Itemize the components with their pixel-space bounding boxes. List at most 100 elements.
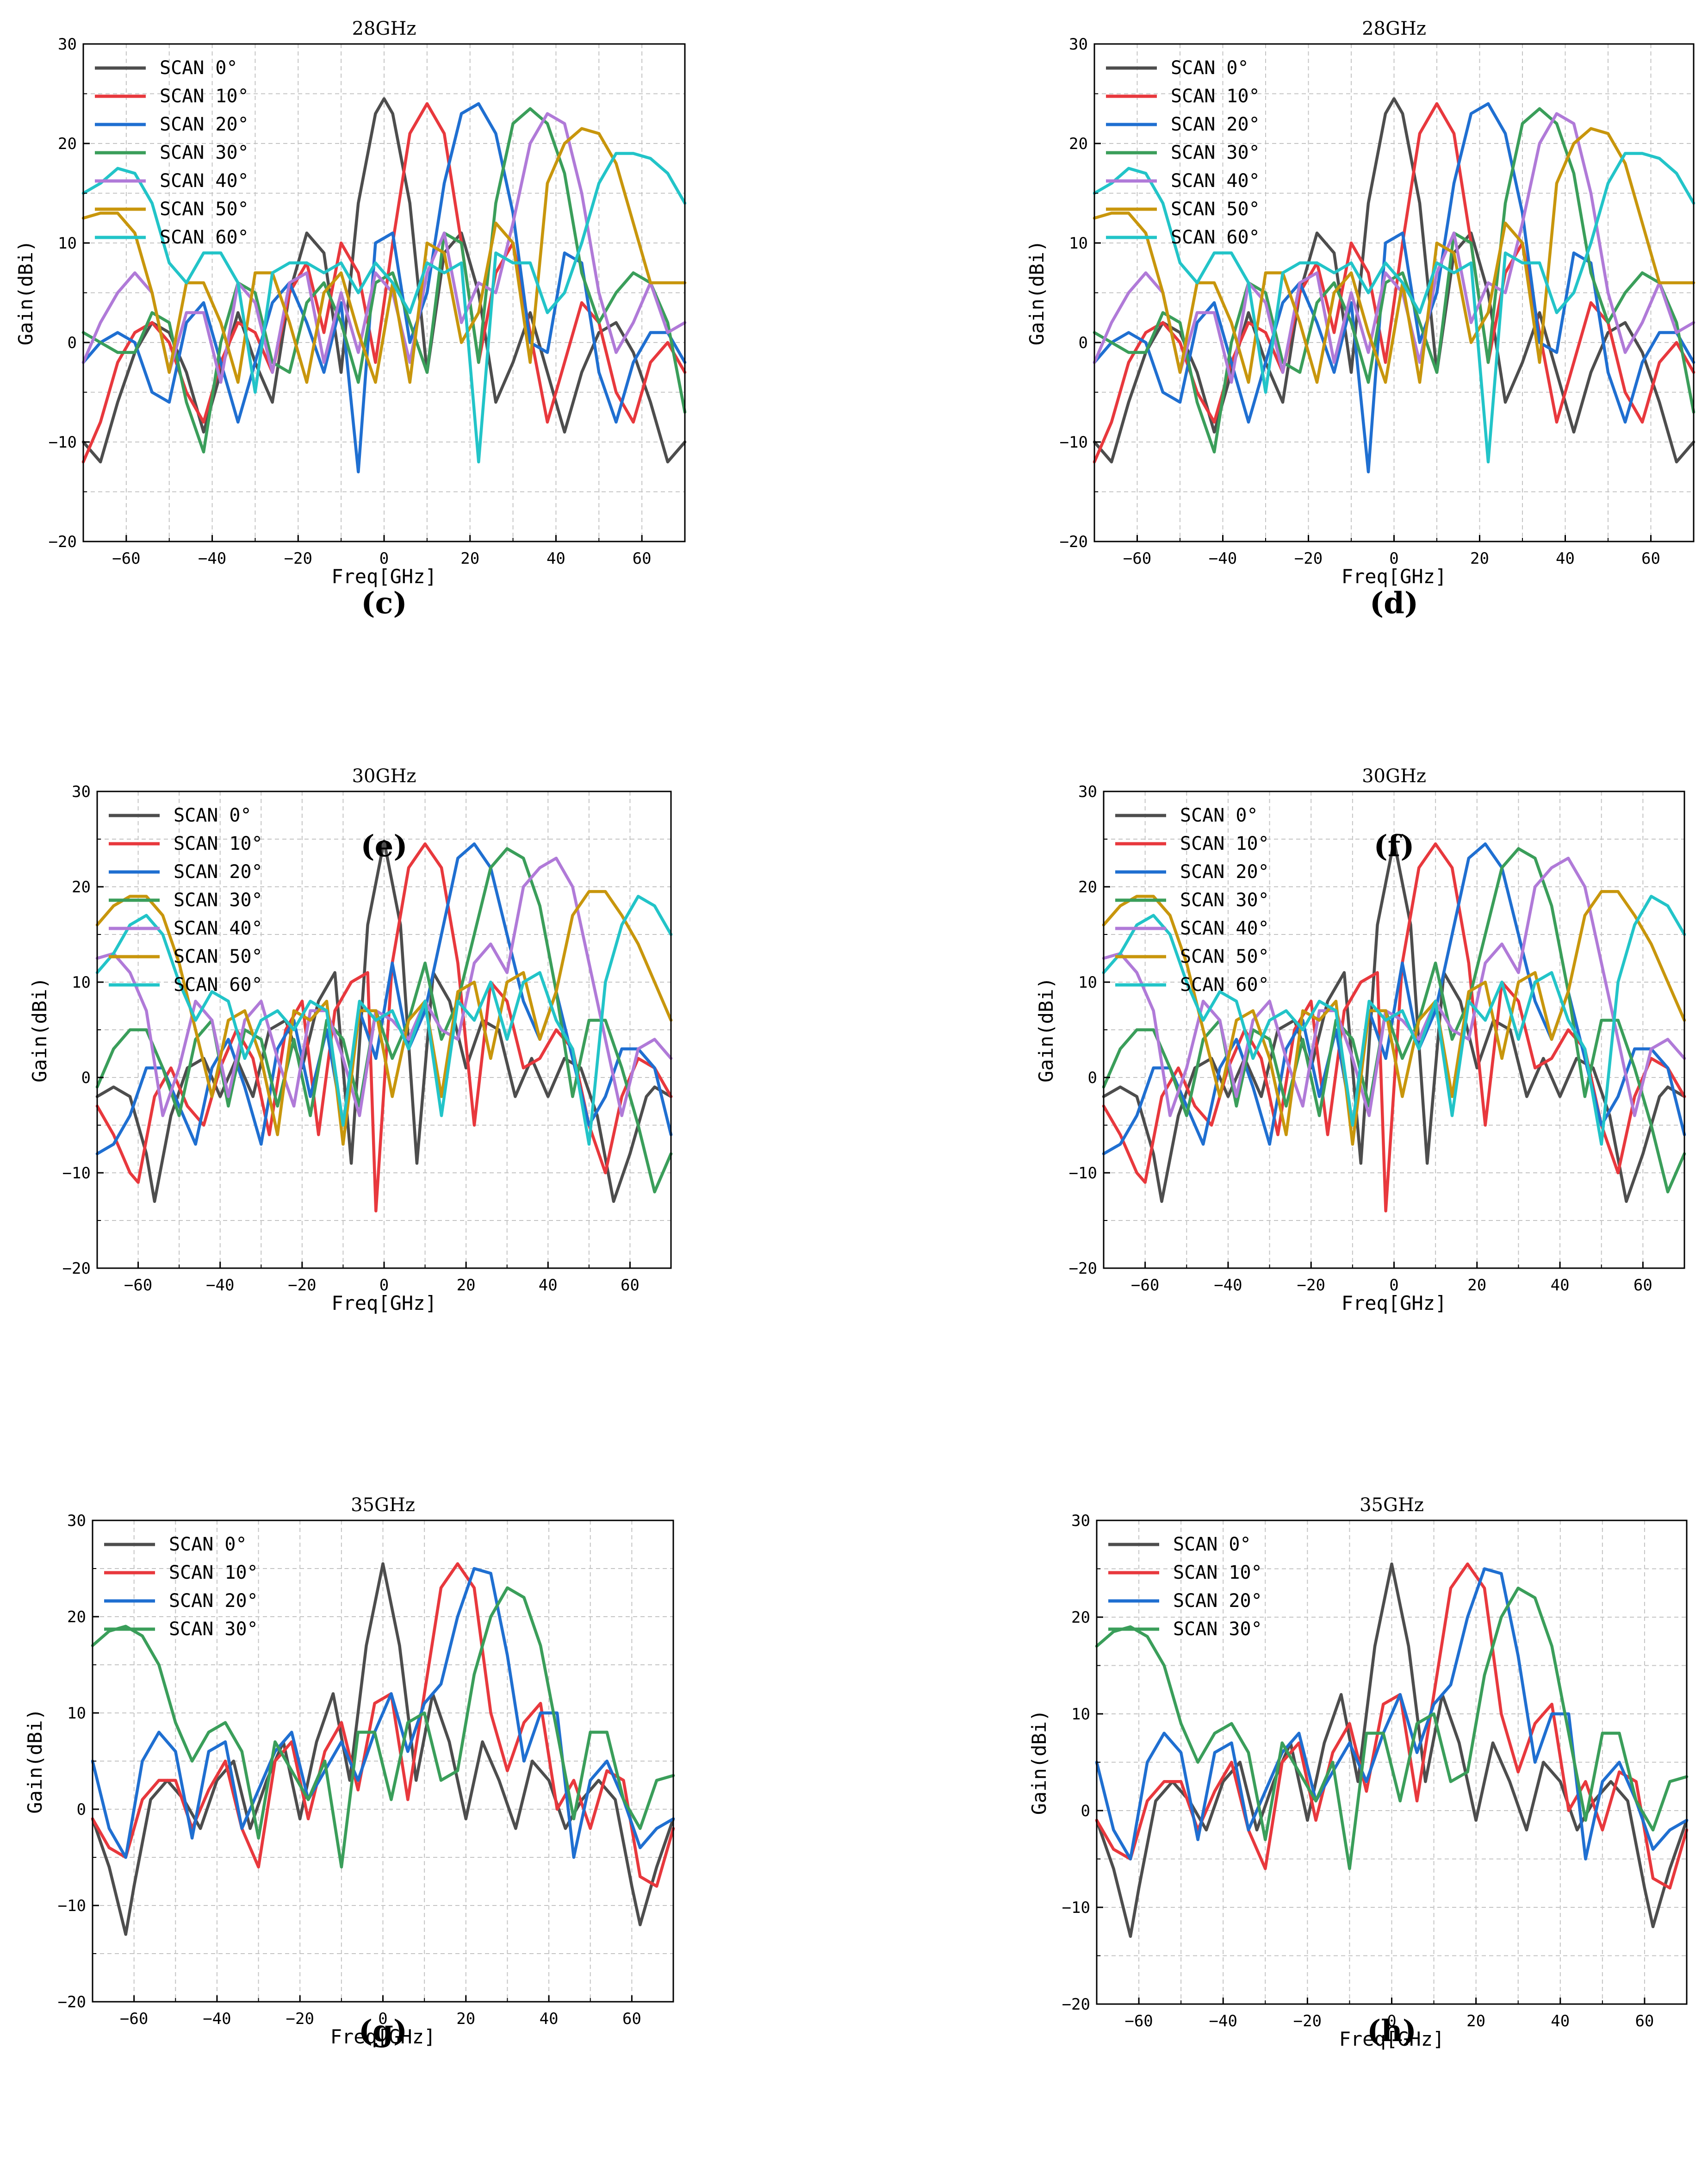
y-tick-label: −20 xyxy=(49,533,77,551)
x-tick-label: 60 xyxy=(621,1276,640,1295)
legend-label-scan-50: SCAN 50° xyxy=(1171,199,1260,220)
x-tick-label: 20 xyxy=(1470,549,1489,568)
x-tick-label: −40 xyxy=(203,2010,231,2028)
panel-label: (d) xyxy=(1370,586,1418,621)
legend-label-scan-60: SCAN 60° xyxy=(174,974,263,996)
series-line-scan-50 xyxy=(95,890,673,1146)
ticks: −60 −40 −20 0 20 40 60 −20 −10 0 10 20 30 xyxy=(49,35,685,568)
panel-h: 35GHz −60 −40 −20 0 20 40 60 −20 −10 0 10 20 30 Freq[G… xyxy=(1028,1494,1689,2050)
panel-c: 28GHz −60 −40 −20 0 20 40 60 −20 −10 0 10 20 30 Freq[G… xyxy=(14,18,687,621)
y-tick-label: 0 xyxy=(1088,1069,1097,1087)
y-tick-label: −20 xyxy=(58,1993,86,2011)
x-tick-label: −60 xyxy=(120,2010,148,2028)
y-tick-label: 0 xyxy=(81,1069,91,1087)
y-tick-label: 0 xyxy=(1081,1802,1090,1820)
x-tick-label: −40 xyxy=(1209,2012,1237,2030)
y-tick-label: −10 xyxy=(1062,1899,1090,1917)
series-line-scan-30 xyxy=(1095,1587,1689,1870)
x-tick-label: −40 xyxy=(198,549,226,568)
x-axis-label: Freq[GHz] xyxy=(331,1292,437,1314)
y-tick-label: 20 xyxy=(1071,1608,1090,1627)
series-group xyxy=(95,839,673,1213)
series-line-scan-50 xyxy=(1093,127,1696,384)
legend-label-scan-20: SCAN 20° xyxy=(160,114,249,135)
legend-label-scan-60: SCAN 60° xyxy=(160,227,249,248)
legend-label-scan-10: SCAN 10° xyxy=(1171,86,1260,107)
y-tick-label: 30 xyxy=(1078,783,1097,801)
y-axis-label: Gain(dBi) xyxy=(24,1708,46,1814)
x-tick-label: 20 xyxy=(457,1276,476,1295)
series-line-scan-60 xyxy=(81,152,687,464)
x-tick-label: 60 xyxy=(622,2010,641,2028)
x-axis-label: Freq[GHz] xyxy=(1342,1292,1447,1314)
legend-label-scan-20: SCAN 20° xyxy=(1171,114,1260,135)
series-line-scan-30 xyxy=(91,1586,675,1869)
legend-label-scan-30: SCAN 30° xyxy=(1180,890,1269,911)
legend-label-scan-40: SCAN 40° xyxy=(160,170,249,192)
y-tick-label: −10 xyxy=(1069,1164,1097,1183)
y-tick-label: 20 xyxy=(1069,135,1088,153)
series-line-scan-60 xyxy=(1102,895,1686,1146)
legend: SCAN 0° SCAN 10° SCAN 20° SCAN 30° xyxy=(1108,1534,1262,1640)
x-tick-label: 20 xyxy=(460,549,479,568)
y-axis-label: Gain(dBi) xyxy=(1028,1710,1050,1815)
y-tick-label: 20 xyxy=(58,135,77,153)
x-tick-label: 60 xyxy=(1641,549,1660,568)
x-tick-label: −60 xyxy=(1124,2012,1153,2030)
series-group xyxy=(91,1562,675,1936)
legend-label-scan-30: SCAN 30° xyxy=(1173,1619,1262,1640)
y-tick-label: −20 xyxy=(1062,1995,1090,2014)
series-line-scan-60 xyxy=(1093,152,1696,464)
legend-label-scan-10: SCAN 10° xyxy=(1173,1562,1262,1583)
x-tick-label: −60 xyxy=(1131,1276,1159,1295)
chart-title: 35GHz xyxy=(1360,1494,1424,1516)
x-tick-label: −20 xyxy=(1294,549,1323,568)
x-tick-label: −60 xyxy=(1123,549,1151,568)
y-tick-label: 10 xyxy=(72,973,91,992)
legend-label-scan-10: SCAN 10° xyxy=(169,1562,258,1583)
x-tick-label: −40 xyxy=(206,1276,234,1295)
legend-label-scan-40: SCAN 40° xyxy=(174,918,263,939)
y-tick-label: 0 xyxy=(77,1800,86,1819)
y-tick-label: 10 xyxy=(1078,973,1097,992)
series-line-scan-0 xyxy=(95,839,673,1203)
x-tick-label: 0 xyxy=(1389,549,1398,568)
legend-label-scan-50: SCAN 50° xyxy=(160,199,249,220)
ticks: −60 −40 −20 0 20 40 60 −20 −10 0 10 20 30 xyxy=(58,1512,674,2028)
y-tick-label: 20 xyxy=(67,1608,86,1626)
x-axis-label: Freq[GHz] xyxy=(1342,565,1447,588)
legend-label-scan-30: SCAN 30° xyxy=(169,1619,258,1640)
x-tick-label: 60 xyxy=(1635,2012,1654,2030)
series-line-scan-20 xyxy=(1095,1567,1689,1861)
x-tick-label: 40 xyxy=(540,2010,559,2028)
x-tick-label: −40 xyxy=(1209,549,1237,568)
chart-title: 35GHz xyxy=(351,1494,415,1516)
legend-label-scan-30: SCAN 30° xyxy=(1171,142,1260,163)
x-tick-label: 0 xyxy=(379,1276,389,1295)
x-tick-label: −20 xyxy=(286,2010,314,2028)
legend-label-scan-40: SCAN 40° xyxy=(1180,918,1269,939)
panel-label: (e) xyxy=(360,829,407,864)
y-tick-label: −20 xyxy=(62,1259,91,1278)
series-line-scan-20 xyxy=(91,1567,675,1859)
legend-label-scan-50: SCAN 50° xyxy=(1180,946,1269,967)
panel-d: 28GHz −60 −40 −20 0 20 40 60 −20 −10 0 10 20 30 Freq[G… xyxy=(1025,18,1696,621)
panel-g: 35GHz −60 −40 −20 0 20 40 60 −20 −10 0 10 20 30 Freq[G… xyxy=(24,1494,675,2048)
series-line-scan-30 xyxy=(81,107,687,454)
legend-label-scan-20: SCAN 20° xyxy=(169,1590,258,1612)
series-line-scan-30 xyxy=(95,847,673,1194)
x-tick-label: −40 xyxy=(1214,1276,1242,1295)
x-tick-label: −60 xyxy=(112,549,140,568)
legend-label-scan-0: SCAN 0° xyxy=(160,57,238,79)
panel-f: 30GHz −60 −40 −20 0 20 40 60 −20 −10 0 10 20 30 Freq[G… xyxy=(1035,766,1686,1314)
x-axis-label: Freq[GHz] xyxy=(1339,2028,1445,2050)
legend-label-scan-30: SCAN 30° xyxy=(160,142,249,163)
x-tick-label: 0 xyxy=(1387,2012,1396,2030)
y-tick-label: −10 xyxy=(62,1164,91,1183)
x-tick-label: 40 xyxy=(1551,2012,1570,2030)
y-tick-label: −10 xyxy=(1060,433,1088,452)
legend-label-scan-10: SCAN 10° xyxy=(1180,833,1269,854)
y-axis-label: Gain(dBi) xyxy=(14,240,37,346)
x-tick-label: 0 xyxy=(379,549,389,568)
